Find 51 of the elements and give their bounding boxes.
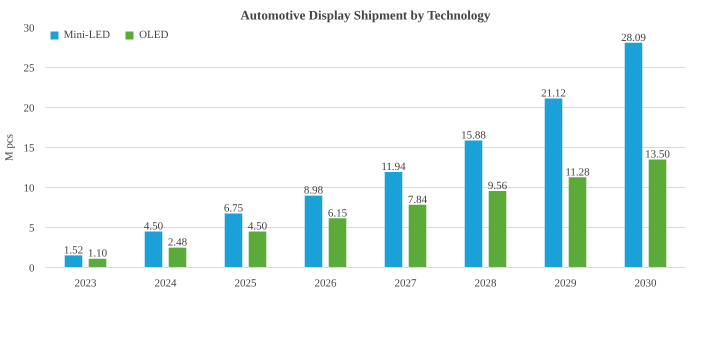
bar	[648, 160, 666, 268]
y-tick-label: 0	[29, 262, 35, 274]
x-tick-label: 2024	[154, 278, 177, 290]
x-tick-label: 2028	[474, 278, 497, 290]
data-label: 9.56	[488, 180, 508, 192]
x-tick-label: 2025	[234, 278, 257, 290]
x-tick-label: 2026	[314, 278, 337, 290]
bar	[144, 232, 162, 268]
bar	[224, 214, 242, 268]
bar	[328, 218, 346, 268]
legend-label: Mini-LED	[64, 29, 110, 41]
bar	[88, 258, 106, 268]
bar	[568, 177, 586, 268]
bar	[464, 140, 482, 268]
x-tick-label: 2027	[394, 278, 417, 290]
data-label: 1.10	[88, 248, 108, 260]
data-label: 4.50	[144, 220, 164, 232]
data-label: 6.15	[328, 207, 348, 220]
bar	[248, 232, 266, 268]
bar	[304, 196, 322, 268]
legend-label: OLED	[139, 29, 168, 41]
bar	[168, 248, 186, 268]
y-tick-label: 15	[24, 142, 35, 154]
data-label: 13.50	[645, 148, 670, 160]
data-label: 1.52	[64, 244, 84, 256]
data-label: 28.09	[621, 32, 646, 44]
chart-title: Automotive Display Shipment by Technology	[240, 8, 491, 22]
y-tick-label: 10	[24, 182, 35, 194]
bar	[488, 191, 506, 268]
data-label: 2.48	[168, 236, 188, 249]
data-label: 8.98	[304, 184, 324, 197]
data-label: 11.28	[565, 166, 590, 178]
x-tick-label: 2023	[74, 278, 97, 290]
bar	[384, 172, 402, 268]
x-tick-label: 2029	[554, 278, 577, 290]
data-label: 7.84	[408, 194, 428, 206]
bar	[624, 42, 642, 268]
y-tick-label: 25	[24, 62, 35, 74]
bar	[544, 98, 562, 268]
y-tick-label: 5	[29, 222, 35, 234]
data-label: 15.88	[461, 129, 486, 142]
data-label: 6.75	[224, 202, 244, 214]
bar	[408, 204, 426, 268]
data-label: 4.50	[248, 220, 268, 232]
y-tick-label: 30	[24, 22, 35, 34]
data-label: 21.12	[541, 88, 566, 100]
x-tick-label: 2030	[634, 278, 657, 290]
bar	[64, 255, 82, 268]
y-axis-title: M pcs	[4, 134, 16, 162]
data-label: 11.94	[381, 160, 406, 173]
y-tick-label: 20	[24, 102, 35, 114]
